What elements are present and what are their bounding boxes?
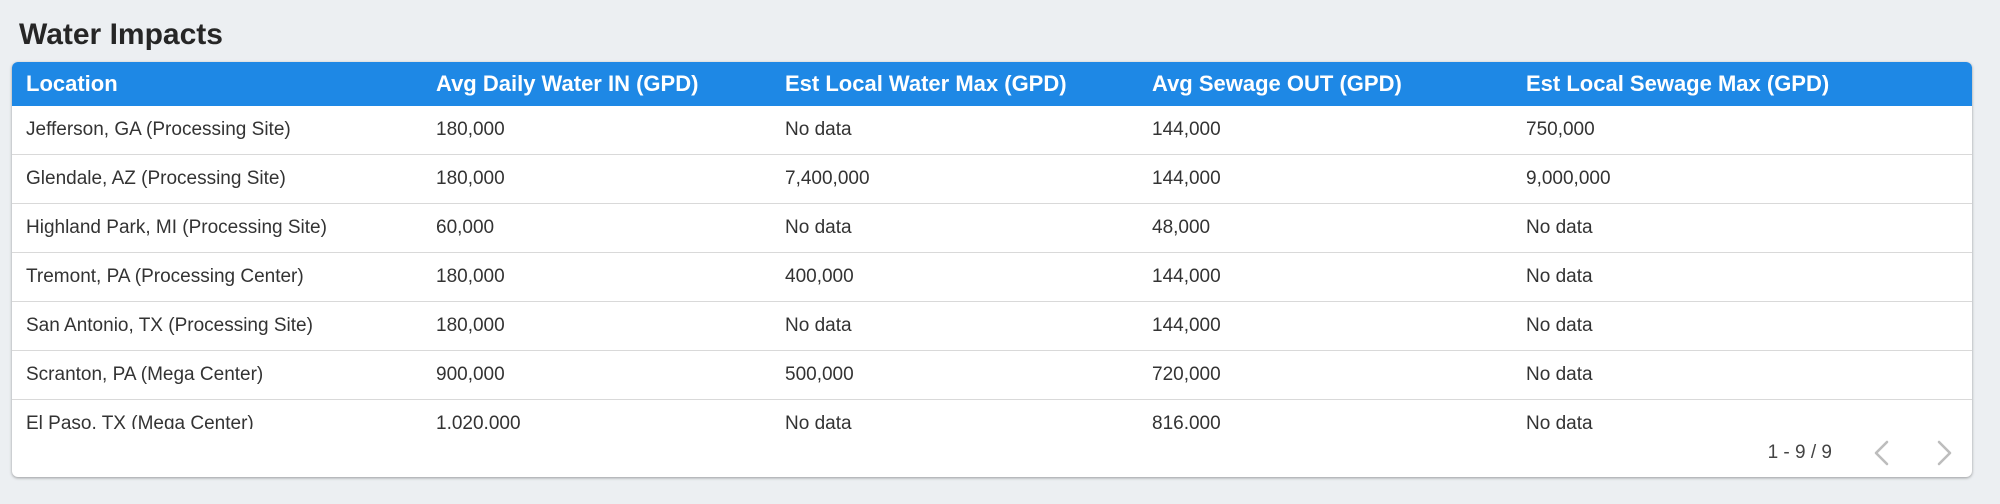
cell-est-local-sewage-max: No data (1512, 252, 1972, 302)
table-row: El Paso, TX (Mega Center) 1,020,000 No d… (12, 399, 1972, 429)
cell-est-local-sewage-max: No data (1512, 399, 1972, 429)
cell-est-local-sewage-max: 9,000,000 (1512, 154, 1972, 204)
cell-avg-sewage-out: 816,000 (1138, 399, 1512, 429)
cell-est-local-water-max: 7,400,000 (771, 154, 1138, 204)
cell-location: Highland Park, MI (Processing Site) (12, 203, 422, 253)
cell-location: Glendale, AZ (Processing Site) (12, 154, 422, 204)
cell-avg-daily-water-in: 180,000 (422, 301, 771, 351)
water-impacts-table: Location Avg Daily Water IN (GPD) Est Lo… (12, 62, 1972, 429)
chevron-left-icon (1874, 440, 1889, 466)
cell-est-local-sewage-max: No data (1512, 203, 1972, 253)
pagination: 1 - 9 / 9 (1572, 429, 1972, 477)
cell-avg-daily-water-in: 180,000 (422, 106, 771, 155)
table-scroll-area[interactable]: Location Avg Daily Water IN (GPD) Est Lo… (12, 62, 1972, 429)
table-row: Highland Park, MI (Processing Site) 60,0… (12, 203, 1972, 253)
table-row: Jefferson, GA (Processing Site) 180,000 … (12, 106, 1972, 155)
table-row: Scranton, PA (Mega Center) 900,000 500,0… (12, 350, 1972, 400)
cell-est-local-sewage-max: No data (1512, 301, 1972, 351)
column-header-avg-sewage-out[interactable]: Avg Sewage OUT (GPD) (1138, 62, 1512, 106)
cell-avg-sewage-out: 48,000 (1138, 203, 1512, 253)
table-row: Glendale, AZ (Processing Site) 180,000 7… (12, 154, 1972, 204)
cell-avg-daily-water-in: 1,020,000 (422, 399, 771, 429)
cell-location: Jefferson, GA (Processing Site) (12, 106, 422, 155)
cell-avg-sewage-out: 144,000 (1138, 301, 1512, 351)
cell-est-local-water-max: No data (771, 301, 1138, 351)
table-header-row: Location Avg Daily Water IN (GPD) Est Lo… (12, 62, 1972, 106)
previous-page-button[interactable] (1862, 433, 1902, 473)
cell-est-local-water-max: No data (771, 399, 1138, 429)
cell-avg-sewage-out: 144,000 (1138, 154, 1512, 204)
cell-location: San Antonio, TX (Processing Site) (12, 301, 422, 351)
cell-avg-daily-water-in: 180,000 (422, 154, 771, 204)
next-page-button[interactable] (1924, 433, 1964, 473)
column-header-est-local-water-max[interactable]: Est Local Water Max (GPD) (771, 62, 1138, 106)
cell-location: Tremont, PA (Processing Center) (12, 252, 422, 302)
cell-avg-daily-water-in: 60,000 (422, 203, 771, 253)
cell-est-local-water-max: No data (771, 106, 1138, 155)
table-row: San Antonio, TX (Processing Site) 180,00… (12, 301, 1972, 351)
water-impacts-table-card: Location Avg Daily Water IN (GPD) Est Lo… (12, 62, 1972, 477)
cell-est-local-sewage-max: 750,000 (1512, 106, 1972, 155)
cell-est-local-sewage-max: No data (1512, 350, 1972, 400)
column-header-est-local-sewage-max[interactable]: Est Local Sewage Max (GPD) (1512, 62, 1972, 106)
page-title: Water Impacts (19, 18, 223, 51)
cell-avg-sewage-out: 144,000 (1138, 252, 1512, 302)
cell-avg-sewage-out: 144,000 (1138, 106, 1512, 155)
cell-avg-sewage-out: 720,000 (1138, 350, 1512, 400)
cell-est-local-water-max: No data (771, 203, 1138, 253)
cell-avg-daily-water-in: 900,000 (422, 350, 771, 400)
cell-location: Scranton, PA (Mega Center) (12, 350, 422, 400)
cell-avg-daily-water-in: 180,000 (422, 252, 771, 302)
cell-est-local-water-max: 400,000 (771, 252, 1138, 302)
column-header-location[interactable]: Location (12, 62, 422, 106)
chevron-right-icon (1937, 440, 1952, 466)
cell-est-local-water-max: 500,000 (771, 350, 1138, 400)
pagination-range-text: 1 - 9 / 9 (1767, 442, 1832, 463)
column-header-avg-daily-water-in[interactable]: Avg Daily Water IN (GPD) (422, 62, 771, 106)
table-row: Tremont, PA (Processing Center) 180,000 … (12, 252, 1972, 302)
cell-location: El Paso, TX (Mega Center) (12, 399, 422, 429)
